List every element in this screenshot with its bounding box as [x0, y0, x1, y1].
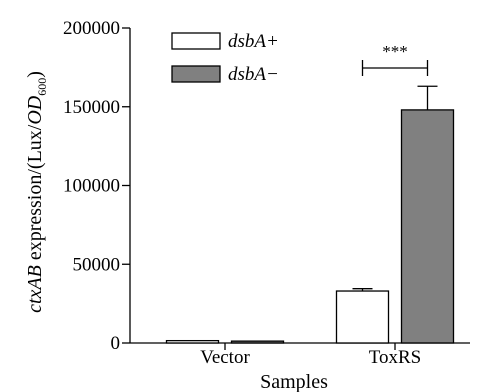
bars	[165, 109, 455, 344]
y-axis: 0 50000 100000 150000 200000	[63, 18, 131, 354]
x-tick-label: Vector	[200, 347, 250, 368]
y-axis-title-close: )	[24, 71, 46, 78]
legend-label: dsbA+	[228, 31, 279, 52]
y-tick-label: 50000	[73, 254, 121, 275]
y-tick-label: 0	[111, 333, 121, 354]
significance-label: ***	[382, 42, 408, 61]
legend-swatch	[171, 32, 221, 50]
x-tick-label: ToxRS	[369, 347, 422, 368]
y-tick-label: 100000	[63, 176, 120, 197]
error-bars	[352, 85, 438, 292]
legend-label: dsbA−	[228, 64, 279, 85]
y-tick-label: 200000	[63, 18, 120, 39]
y-axis-title-text: expression/(Lux/	[24, 124, 46, 265]
y-axis-title-italic2: OD	[24, 95, 46, 124]
x-axis-title: Samples	[260, 371, 328, 392]
legend-swatch	[171, 65, 221, 83]
legend: dsbA+ dsbA−	[171, 31, 279, 85]
y-axis-title: ctxAB expression/(Lux/OD600)	[24, 71, 49, 313]
bar	[165, 339, 220, 344]
bar	[230, 340, 285, 344]
y-axis-title-italic: ctxAB	[24, 265, 46, 313]
significance-annotation: ***	[361, 42, 429, 76]
bar	[335, 290, 390, 344]
x-axis: Vector ToxRS	[130, 342, 470, 368]
y-tick-label: 150000	[63, 97, 120, 118]
bar	[400, 109, 455, 344]
y-axis-title-sub: 600	[35, 78, 49, 96]
